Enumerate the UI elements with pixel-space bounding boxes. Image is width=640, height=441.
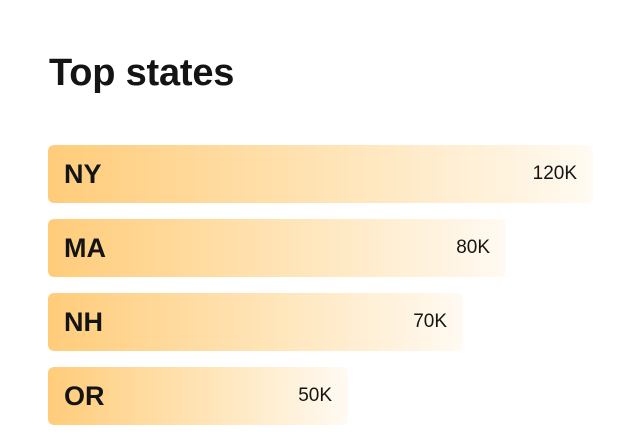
bar-label: NH xyxy=(64,307,103,337)
bar-or: OR 50K xyxy=(48,367,348,425)
bar-nh: NH 70K xyxy=(48,293,463,351)
bar-list: NY 120K MA 80K NH 70K OR 50K xyxy=(48,145,593,441)
bar-label: NY xyxy=(64,159,102,189)
bar-value-label: 120K xyxy=(532,163,577,184)
bar-value-label: 70K xyxy=(413,311,447,332)
card-title: Top states xyxy=(49,52,235,94)
bar-value-label: 80K xyxy=(456,237,490,258)
bar-value-label: 50K xyxy=(298,385,332,406)
bar-label: MA xyxy=(64,233,106,263)
bar-label: OR xyxy=(64,381,105,411)
bar-ny: NY 120K xyxy=(48,145,593,203)
top-states-card: Top states NY 120K MA 80K NH 70K OR 50K xyxy=(48,52,593,425)
bar-ma: MA 80K xyxy=(48,219,506,277)
